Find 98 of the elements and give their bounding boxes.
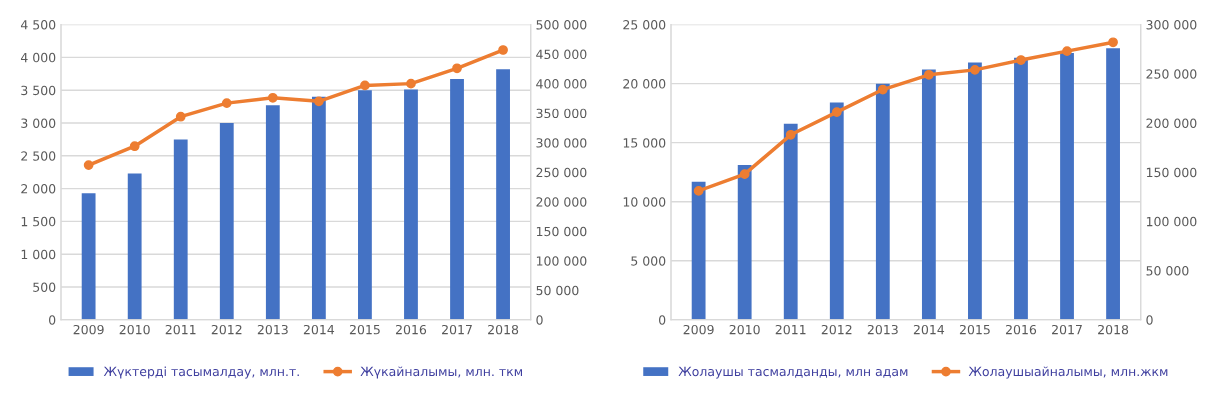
bar [496,69,510,320]
point [129,141,140,152]
x-tick-label: 2018 [488,324,519,335]
y-tick-label: 1 000 [21,249,56,260]
bar [783,123,798,320]
x-tick-label: 2011 [165,324,196,335]
bar [450,79,464,320]
y2-tick-label: 200 000 [1146,118,1197,128]
bar [219,123,234,320]
y2-tick-label: 450 000 [536,49,587,60]
y-tick-label: 1 500 [21,216,56,227]
y-tick-label: 10 000 [623,197,666,207]
x-tick-label: 2012 [821,324,852,335]
y-tick-label: 25 000 [623,20,666,30]
bar [1106,48,1120,320]
bar [875,83,890,320]
bar [968,62,982,320]
bar [691,181,706,320]
y-tick-label: 4 500 [20,20,56,30]
bar [737,165,752,320]
point [924,69,934,80]
point [175,111,186,122]
point [831,107,842,118]
y-tick-label: 2 500 [21,151,56,161]
x-tick-label: 2011 [775,324,806,335]
y2-tick-label: 50 000 [536,285,579,296]
x-tick-label: 2017 [1052,324,1082,335]
legend-label: Жолаушыайналымы, млн.жкм [968,366,1168,379]
x-tick-label: 2014 [303,324,335,335]
x-tick-label: 2015 [349,324,380,335]
point [406,78,416,89]
x-tick-label: 2013 [257,324,288,335]
y-tick-label: 5 000 [631,256,666,266]
bar [1060,52,1074,320]
y-tick-label: 0 [49,315,56,325]
y2-tick-label: 50 000 [1146,266,1189,276]
y-tick-label: 500 [33,282,56,292]
bar [404,89,418,320]
bar [173,139,188,320]
y2-tick-label: 250 000 [536,167,587,178]
bar [81,193,96,320]
bar [829,102,844,320]
y-tick-label: 15 000 [623,138,666,148]
y2-tick-label: 350 000 [536,108,587,119]
y2-tick-label: 0 [536,315,543,325]
y2-tick-label: 100 000 [536,256,587,266]
bar [265,105,280,320]
point [970,65,980,75]
bar [1014,57,1028,320]
x-tick-label: 2017 [442,324,472,335]
point [452,63,462,74]
legend-label: Жүктерді тасымалдау, млн.т. [103,366,299,379]
y2-tick-label: 250 000 [1146,69,1197,79]
point [877,84,888,95]
x-tick-label: 2010 [119,324,150,335]
bar [311,96,326,320]
x-tick-label: 2018 [1098,324,1129,335]
x-tick-label: 2013 [867,324,898,335]
x-tick-label: 2016 [1005,324,1037,335]
y-tick-label: 3 000 [21,118,56,128]
y2-tick-label: 150 000 [536,226,587,237]
point [360,80,370,91]
x-tick-label: 2016 [395,324,427,335]
point [1108,37,1118,48]
point [498,45,508,55]
y2-tick-label: 200 000 [536,197,587,207]
y-tick-label: 3 500 [21,85,56,96]
y2-tick-label: 150 000 [1146,167,1197,178]
y2-tick-label: 500 000 [536,20,587,30]
legend-label: Жолаушы тасмалданды, млн адам [678,366,908,379]
point [785,129,796,140]
x-tick-label: 2012 [211,324,242,335]
point [221,98,232,108]
point [739,169,750,180]
y-tick-label: 4 000 [20,52,56,63]
x-tick-label: 2014 [913,324,945,335]
x-tick-label: 2009 [73,324,104,335]
y2-tick-label: 0 [1146,315,1153,325]
x-tick-label: 2010 [729,324,760,335]
y-tick-label: 0 [659,315,666,325]
y-tick-label: 20 000 [623,79,666,89]
bar [921,69,936,320]
bar [358,90,372,320]
legend-label: Жүкайналымы, млн. ткм [360,366,522,379]
x-tick-label: 2009 [683,324,714,335]
y2-tick-label: 300 000 [536,138,587,148]
x-tick-label: 2015 [959,324,990,335]
y-tick-label: 2 000 [21,184,56,194]
y2-tick-label: 400 000 [536,79,587,89]
bar [127,173,142,320]
point [83,160,94,170]
point [314,96,324,107]
point [267,92,278,103]
point [1062,46,1072,57]
point [693,186,704,196]
y2-tick-label: 100 000 [1146,216,1197,227]
point [1016,55,1026,65]
y2-tick-label: 300 000 [1146,20,1197,30]
